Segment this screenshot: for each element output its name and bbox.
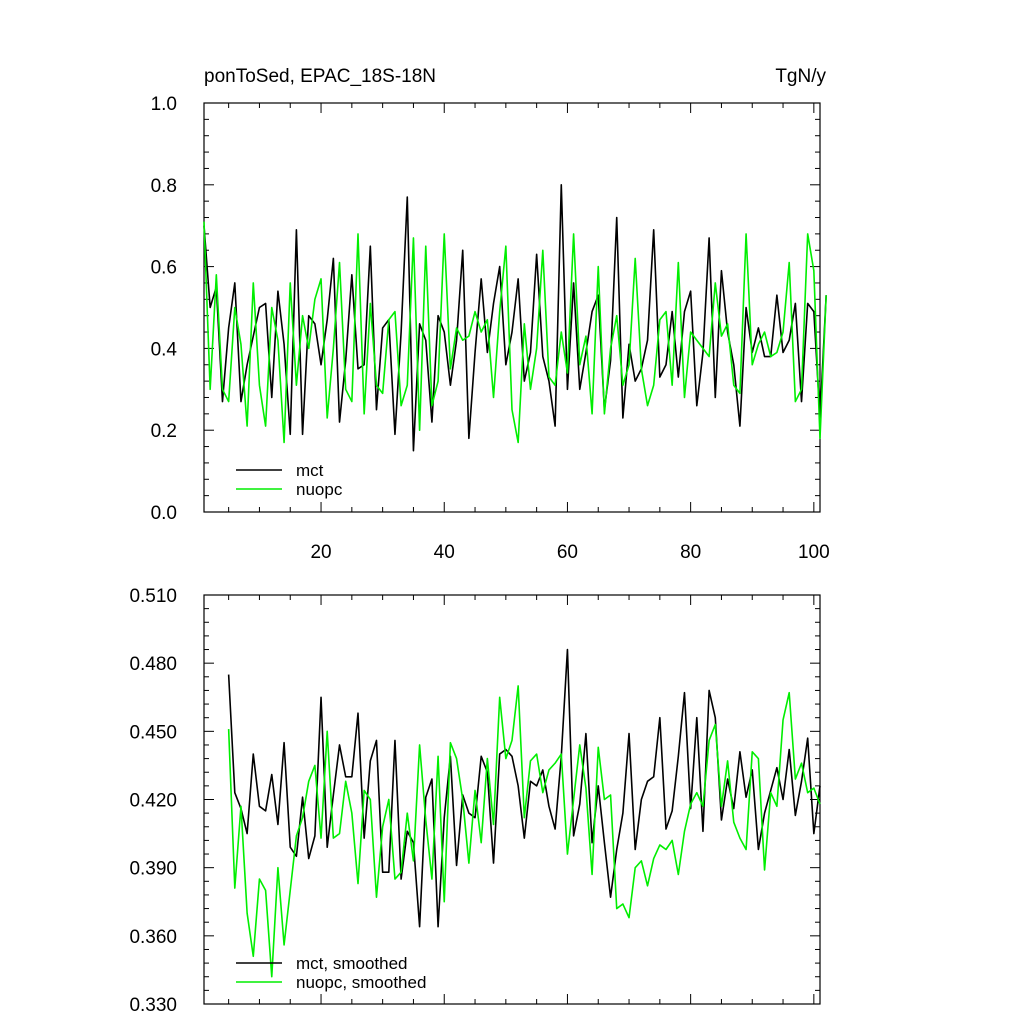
series-line-mct (203, 184, 827, 452)
series-line-nuopc-smoothed (227, 685, 821, 978)
y-tick-label: 0.8 (151, 176, 177, 197)
legend-label-nuopc-smoothed: nuopc, smoothed (296, 973, 426, 992)
top-panel-legend: mct nuopc (236, 461, 343, 499)
bottom-panel: 0.330 0.360 0.390 0.420 0.450 0.480 0.510 mct,… (129, 586, 821, 1016)
top-panel-ticks: 0.0 0.2 0.4 0.6 0.8 1.0 20 40 60 80 100 (151, 94, 830, 563)
y-tick-label: 0.450 (129, 722, 177, 743)
bottom-panel-ticks: 0.330 0.360 0.390 0.420 0.450 0.480 0.510 (129, 586, 820, 1016)
y-tick-label: 0.6 (151, 258, 177, 279)
y-tick-label: 0.360 (129, 927, 177, 948)
legend-label-nuopc: nuopc (296, 480, 343, 499)
legend-label-mct: mct (296, 461, 324, 480)
series-line-mct-smoothed (227, 648, 821, 928)
y-tick-label: 0.390 (129, 859, 177, 880)
y-tick-label: 0.510 (129, 586, 177, 607)
x-tick-label: 20 (310, 542, 331, 563)
top-panel-series (203, 184, 827, 452)
x-tick-label: 60 (557, 542, 578, 563)
series-line-nuopc (203, 221, 827, 444)
y-tick-label: 0.0 (151, 503, 177, 524)
y-tick-label: 0.330 (129, 995, 177, 1016)
chart-title-right-units: TgN/y (775, 66, 826, 87)
bottom-panel-frame (203, 594, 821, 1005)
x-tick-label: 40 (434, 542, 455, 563)
x-tick-label: 80 (680, 542, 701, 563)
x-tick-label: 100 (798, 542, 830, 563)
bottom-panel-series (227, 648, 821, 978)
bottom-panel-legend: mct, smoothed nuopc, smoothed (236, 954, 426, 992)
top-panel: 0.0 0.2 0.4 0.6 0.8 1.0 20 40 60 80 100 mct nuopc (151, 94, 830, 563)
chart-title-left: ponToSed, EPAC_18S-18N (204, 66, 436, 87)
y-tick-label: 1.0 (151, 94, 177, 115)
y-tick-label: 0.2 (151, 421, 177, 442)
y-tick-label: 0.420 (129, 791, 177, 812)
top-panel-frame (203, 102, 821, 513)
y-tick-label: 0.4 (151, 339, 178, 360)
y-tick-label: 0.480 (129, 654, 177, 675)
legend-label-mct-smoothed: mct, smoothed (296, 954, 408, 973)
